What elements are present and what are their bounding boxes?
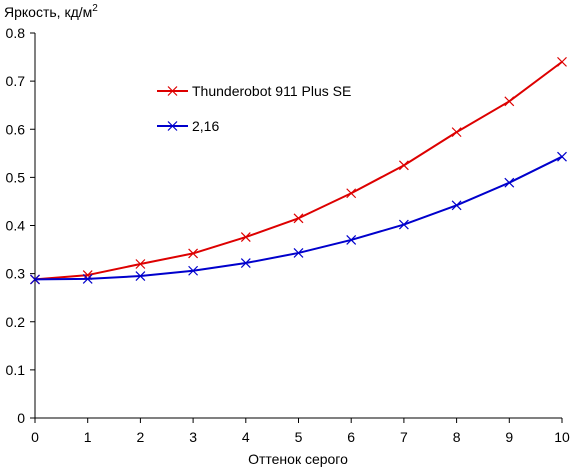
- y-axis-title: Яркость, кд/м2: [4, 3, 98, 20]
- x-tick-label: 1: [84, 429, 92, 445]
- x-marker-stroke: [504, 177, 515, 188]
- data-point-marker: [504, 96, 515, 107]
- x-marker-stroke: [135, 259, 146, 269]
- x-tick-label: 5: [295, 429, 303, 445]
- data-point-marker: [135, 259, 146, 269]
- x-tick-label: 10: [554, 429, 570, 445]
- x-marker-stroke: [346, 235, 357, 245]
- x-tick-label: 7: [400, 429, 408, 445]
- data-point-marker: [82, 273, 93, 284]
- x-tick-label: 9: [505, 429, 513, 445]
- data-point-marker: [398, 219, 409, 230]
- data-point-marker: [240, 258, 251, 268]
- svg-text:Яркость, кд/м2: Яркость, кд/м2: [4, 3, 98, 20]
- axes: [30, 32, 563, 423]
- x-tick-label: 0: [31, 429, 39, 445]
- data-point-marker: [451, 127, 462, 138]
- y-tick-label: 0.5: [6, 169, 26, 185]
- legend-label: 2,16: [192, 118, 219, 134]
- legend-marker-stroke: [167, 86, 178, 96]
- data-point-marker: [557, 56, 567, 67]
- x-marker-stroke: [188, 265, 199, 276]
- x-tick-label: 8: [453, 429, 461, 445]
- y-tick-label: 0.4: [6, 218, 26, 234]
- data-point-marker: [188, 248, 199, 259]
- x-marker-stroke: [557, 151, 567, 162]
- data-point-marker: [188, 265, 199, 276]
- y-tick-label: 0.3: [6, 266, 26, 282]
- legend-item-1: 2,16: [157, 118, 219, 134]
- series-1: [30, 151, 567, 285]
- y-axis-title-text: Яркость, кд/м: [4, 4, 92, 20]
- series-layer: [30, 56, 567, 285]
- y-axis-title-superscript: 2: [92, 3, 98, 14]
- y-tick-label: 0.7: [6, 73, 26, 89]
- x-marker-stroke: [135, 271, 146, 281]
- data-point-marker: [504, 177, 515, 188]
- y-tick-label: 0.1: [6, 362, 26, 378]
- x-marker-stroke: [504, 96, 515, 107]
- x-marker-stroke: [240, 258, 251, 268]
- y-tick-label: 0.2: [6, 314, 26, 330]
- x-marker-stroke: [293, 213, 304, 224]
- x-marker-stroke: [188, 248, 199, 259]
- x-marker-stroke: [30, 274, 40, 285]
- x-tick-label: 3: [189, 429, 197, 445]
- x-tick-label: 4: [242, 429, 250, 445]
- data-point-marker: [293, 213, 304, 224]
- x-marker-stroke: [346, 188, 357, 199]
- x-marker-stroke: [557, 56, 567, 67]
- x-marker-stroke: [398, 219, 409, 230]
- x-tick-label: 6: [347, 429, 355, 445]
- x-tick-labels: 0 1 2 3 4 5 6 7 8 9 10: [31, 429, 570, 445]
- data-point-marker: [135, 271, 146, 281]
- data-point-marker: [30, 274, 40, 285]
- y-tick-label: 0.6: [6, 121, 26, 137]
- x-marker-stroke: [293, 248, 304, 258]
- x-tick-label: 2: [137, 429, 145, 445]
- legend-marker-stroke: [167, 121, 178, 131]
- y-tick-label: 0: [17, 410, 25, 426]
- data-point-marker: [451, 200, 462, 211]
- x-marker-stroke: [451, 200, 462, 211]
- x-marker-stroke: [451, 127, 462, 138]
- x-marker-stroke: [398, 160, 409, 171]
- legend: Thunderobot 911 Plus SE 2,16: [157, 83, 351, 134]
- x-axis-title: Оттенок серого: [248, 451, 348, 467]
- data-point-marker: [346, 235, 357, 245]
- data-point-marker: [398, 160, 409, 171]
- data-point-marker: [293, 248, 304, 258]
- data-point-marker: [240, 232, 251, 242]
- x-marker-stroke: [240, 232, 251, 242]
- y-tick-label: 0.8: [6, 25, 26, 41]
- legend-item-0: Thunderobot 911 Plus SE: [157, 83, 351, 99]
- y-tick-labels: 0 0.1 0.2 0.3 0.4 0.5 0.6 0.7 0.8: [6, 25, 26, 426]
- data-point-marker: [346, 188, 357, 199]
- legend-label: Thunderobot 911 Plus SE: [192, 83, 351, 99]
- data-point-marker: [557, 151, 567, 162]
- x-marker-stroke: [82, 273, 93, 284]
